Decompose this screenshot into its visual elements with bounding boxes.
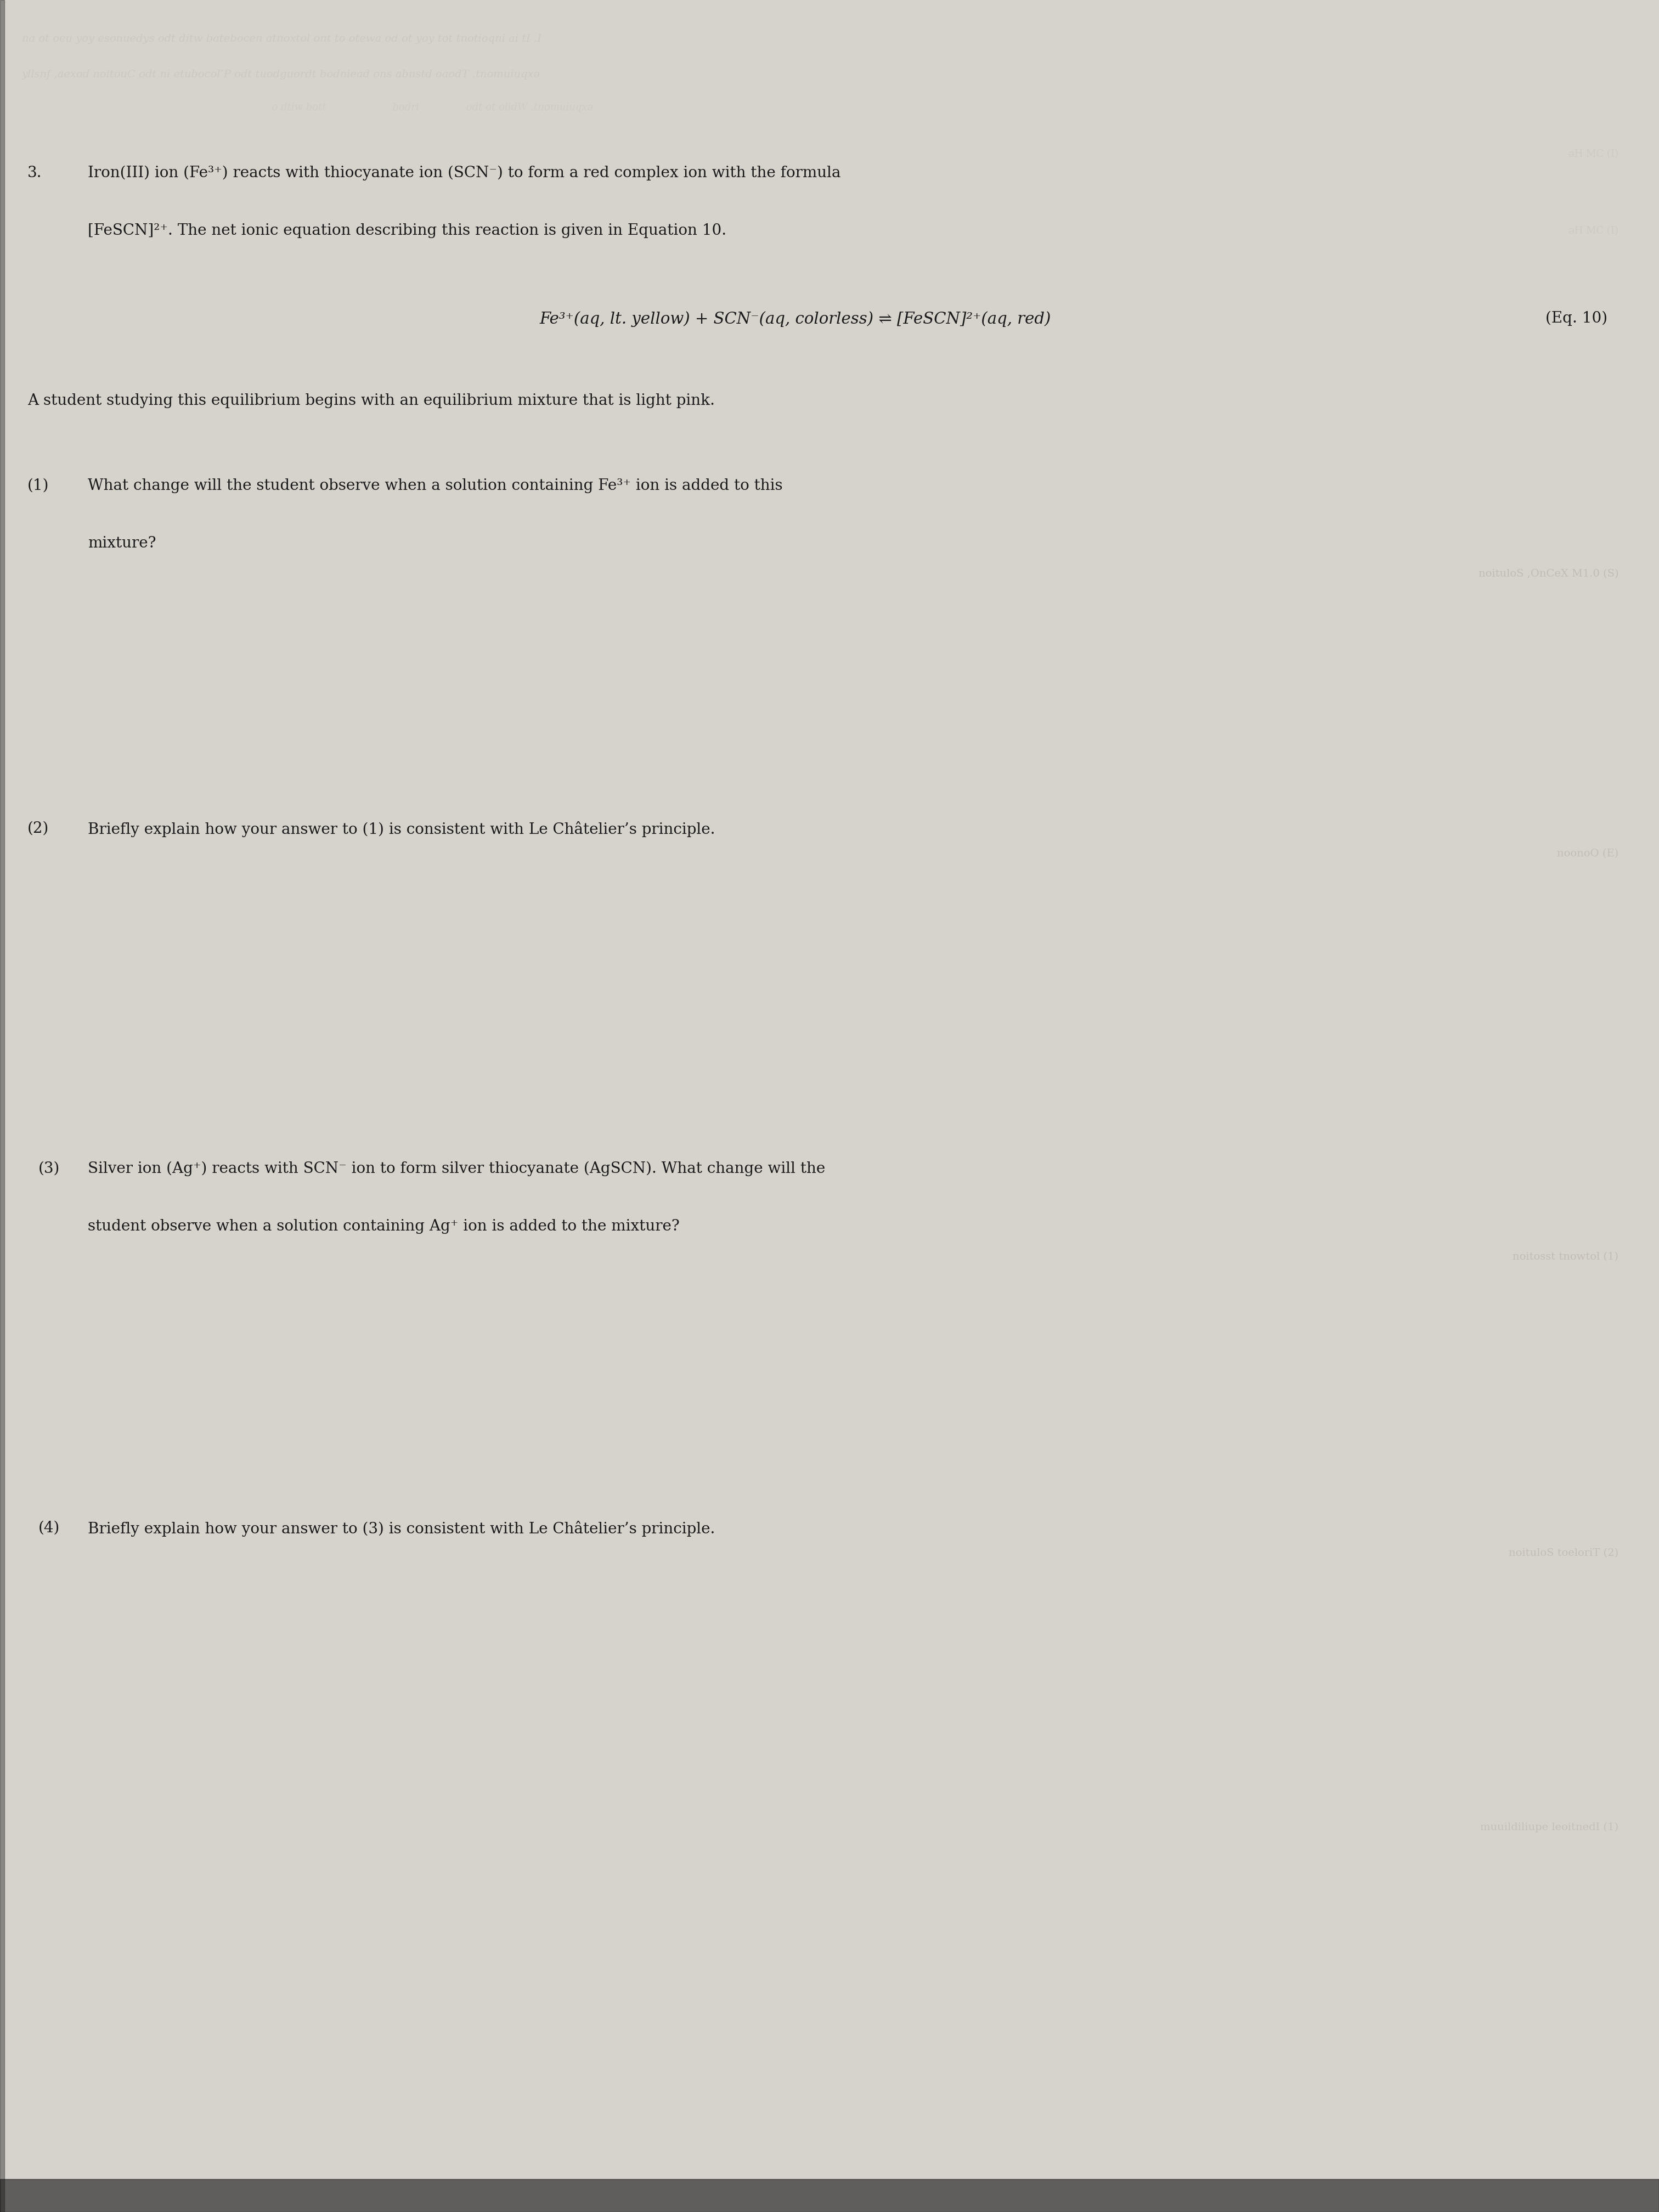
Text: Silver ion (Ag⁺) reacts with SCN⁻ ion to form silver thiocyanate (AgSCN). What c: Silver ion (Ag⁺) reacts with SCN⁻ ion to…	[88, 1161, 825, 1177]
Text: na ot oeu yoy esonuedys odt ditw batebocen atnoxtol ont to otewa od ot yoy tot t: na ot oeu yoy esonuedys odt ditw bateboc…	[22, 33, 541, 44]
Text: əH MC (I): əH MC (I)	[1568, 148, 1619, 159]
Bar	[0, 2179, 1659, 2212]
Text: muuildiliupe leoitnedI (1): muuildiliupe leoitnedI (1)	[1480, 1823, 1619, 1832]
Text: (3): (3)	[38, 1161, 60, 1177]
Text: (2): (2)	[28, 821, 50, 836]
Text: noonoO (E): noonoO (E)	[1556, 849, 1619, 858]
Text: [FeSCN]²⁺. The net ionic equation describing this reaction is given in Equation : [FeSCN]²⁺. The net ionic equation descri…	[88, 223, 727, 239]
Text: (1): (1)	[28, 478, 50, 493]
Text: mixture?: mixture?	[88, 535, 156, 551]
Text: noituloS ,OnCeX M1.0 (S): noituloS ,OnCeX M1.0 (S)	[1478, 568, 1619, 580]
Text: What change will the student observe when a solution containing Fe³⁺ ion is adde: What change will the student observe whe…	[88, 478, 783, 493]
Text: noituloS toeloriT (2): noituloS toeloriT (2)	[1508, 1548, 1619, 1557]
Text: (Eq. 10): (Eq. 10)	[1546, 312, 1608, 325]
Text: o dtiw bott                     bodri               odt ot olidW .tnomuiuqxə: o dtiw bott bodri odt ot olidW .tnomuiuq…	[164, 102, 594, 113]
Text: (4): (4)	[38, 1522, 60, 1535]
Text: 3.: 3.	[28, 166, 41, 181]
Text: əH MC (I): əH MC (I)	[1568, 226, 1619, 237]
Text: yllsnf ,aexod noitouC odt ni etubocol’P odt tuodguordt bodniead ons abnstd oaodT: yllsnf ,aexod noitouC odt ni etubocol’P …	[22, 69, 541, 80]
Text: student observe when a solution containing Ag⁺ ion is added to the mixture?: student observe when a solution containi…	[88, 1219, 680, 1234]
Text: Fe³⁺(aq, lt. yellow) + SCN⁻(aq, colorless) ⇌ [FeSCN]²⁺(aq, red): Fe³⁺(aq, lt. yellow) + SCN⁻(aq, colorles…	[539, 312, 1052, 327]
Bar	[0, 0, 5, 2212]
Text: Iron(III) ion (Fe³⁺) reacts with thiocyanate ion (SCN⁻) to form a red complex io: Iron(III) ion (Fe³⁺) reacts with thiocya…	[88, 166, 841, 181]
Text: Briefly explain how your answer to (3) is consistent with Le Châtelier’s princip: Briefly explain how your answer to (3) i…	[88, 1522, 715, 1537]
Text: A student studying this equilibrium begins with an equilibrium mixture that is l: A student studying this equilibrium begi…	[28, 394, 715, 409]
Text: Briefly explain how your answer to (1) is consistent with Le Châtelier’s princip: Briefly explain how your answer to (1) i…	[88, 821, 715, 836]
Text: noitosst tnowtol (1): noitosst tnowtol (1)	[1513, 1252, 1619, 1261]
